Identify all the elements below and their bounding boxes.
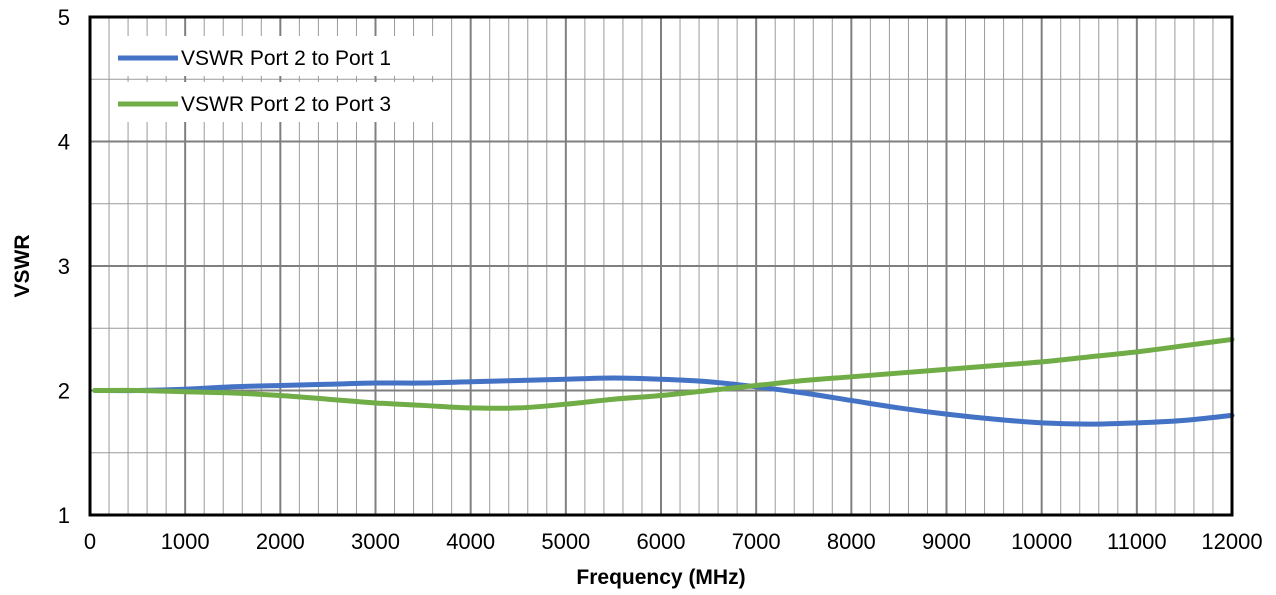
series-line-1 xyxy=(92,375,1235,427)
x-axis-title: Frequency (MHz) xyxy=(576,566,745,589)
legend: VSWR Port 2 to Port 1 VSWR Port 2 to Port… xyxy=(110,36,444,122)
x-tick-label: 3000 xyxy=(351,529,400,554)
x-tick-label: 0 xyxy=(84,529,96,554)
x-tick-label: 10000 xyxy=(1011,529,1072,554)
x-tick-labels: 0 1000 2000 3000 4000 5000 6000 7000 8000 9000 100… xyxy=(84,529,1263,554)
y-tick-label: 3 xyxy=(58,254,70,279)
plot-frame xyxy=(88,15,1234,517)
x-tick-label: 12000 xyxy=(1201,529,1262,554)
legend-entry-2: VSWR Port 2 to Port 3 xyxy=(110,82,444,122)
y-tick-label: 1 xyxy=(58,503,70,528)
y-tick-label: 2 xyxy=(58,379,70,404)
y-tick-label: 5 xyxy=(58,5,70,30)
x-tick-label: 5000 xyxy=(541,529,590,554)
series-line-2 xyxy=(92,336,1235,411)
y-tick-label: 4 xyxy=(58,130,70,155)
x-tick-label: 6000 xyxy=(637,529,686,554)
x-tick-label: 8000 xyxy=(827,529,876,554)
x-tick-label: 4000 xyxy=(446,529,495,554)
legend-label: VSWR Port 2 to Port 3 xyxy=(181,93,391,116)
x-tick-label: 2000 xyxy=(256,529,305,554)
x-tick-label: 11000 xyxy=(1107,529,1167,554)
legend-label: VSWR Port 2 to Port 1 xyxy=(181,47,391,70)
y-tick-labels: 1 2 3 4 5 xyxy=(58,5,70,528)
series-layer xyxy=(92,336,1235,427)
y-axis-title: VSWR xyxy=(11,235,34,298)
legend-entry-1: VSWR Port 2 to Port 1 xyxy=(110,36,444,76)
x-tick-label: 1000 xyxy=(161,529,210,554)
x-tick-label: 9000 xyxy=(922,529,971,554)
x-tick-label: 7000 xyxy=(732,529,781,554)
